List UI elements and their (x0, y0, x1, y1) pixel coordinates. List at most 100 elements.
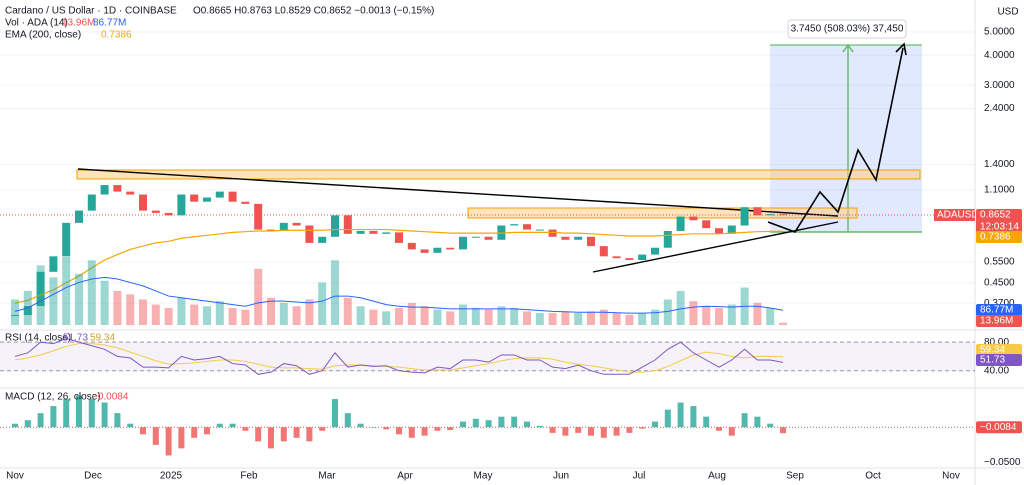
x-tick-label: Aug (708, 471, 726, 482)
rsi-tag-box (976, 354, 1022, 366)
volume-bar (535, 313, 544, 325)
volume-bar (523, 311, 531, 325)
volume-bar (164, 307, 173, 325)
candle (587, 236, 595, 247)
volume-bar (11, 299, 19, 325)
macd-bar (76, 395, 82, 428)
candle (446, 247, 455, 250)
symbol-tag-box (934, 209, 975, 221)
candle (599, 246, 608, 257)
position-tool[interactable] (770, 45, 922, 232)
volume-bar (407, 302, 416, 325)
volume-bar (702, 306, 711, 325)
macd-bar (229, 423, 236, 428)
y-tick-label: 3.0000 (984, 80, 1015, 91)
volume-bar (356, 306, 365, 325)
volume-bar (446, 311, 455, 325)
volume-bar (113, 290, 122, 325)
ema-title: EMA (200, close) (5, 30, 81, 41)
macd-bar (216, 423, 223, 428)
rsi-tag: 51.73 (980, 355, 1005, 366)
candle (689, 216, 698, 221)
volume-bar (510, 307, 519, 325)
volume-bar (676, 290, 685, 325)
macd-bar (421, 427, 428, 436)
volume-bar (241, 309, 250, 325)
x-tick-label: Nov (6, 471, 24, 482)
volume-title: Vol · ADA (14) (5, 18, 68, 29)
resistance-zone (76, 169, 921, 180)
volume-bar (471, 307, 480, 325)
candle (740, 207, 749, 226)
rsi-band (0, 342, 975, 371)
y-tick-label: −0.0500 (984, 457, 1021, 468)
macd-bar (332, 399, 338, 428)
candle (139, 194, 147, 211)
candle (49, 256, 58, 272)
candle (625, 258, 634, 261)
x-tick-label: Jun (553, 471, 569, 482)
macd-bar (626, 427, 633, 433)
candle (190, 194, 199, 202)
volume-bar (395, 307, 403, 325)
macd-bar (434, 427, 441, 431)
macd-bar (396, 427, 402, 435)
x-tick-label: May (474, 471, 493, 482)
macd-bar (268, 427, 274, 449)
volume-ma-tag-box (976, 304, 1022, 316)
macd-bar (754, 416, 761, 428)
macd-bar (152, 427, 159, 445)
candle (715, 228, 723, 234)
symbol-title: Cardano / US Dollar · 1D · COINBASE (5, 6, 177, 17)
candle (343, 215, 352, 234)
x-tick-label: Sep (786, 471, 804, 482)
y-tick-label: 0.3700 (984, 298, 1015, 309)
candle (407, 242, 416, 250)
x-tick-label: Jul (633, 471, 646, 482)
candle (305, 225, 314, 243)
volume-bar (574, 313, 583, 325)
candle (651, 247, 659, 255)
candle (663, 230, 672, 248)
volume-bar (49, 277, 58, 325)
volume-bar (420, 306, 429, 325)
volume-bar (548, 313, 557, 325)
y-tick-label: 80.00 (984, 337, 1009, 348)
macd-bar (447, 427, 454, 431)
volume-bar (651, 309, 659, 325)
trendline (77, 168, 839, 217)
macd-bar (741, 413, 748, 428)
macd-bar (703, 416, 710, 428)
volume-bar (215, 301, 224, 325)
candle (215, 191, 224, 198)
macd-bar (165, 427, 172, 456)
macd-bar (460, 421, 466, 428)
candle (87, 194, 96, 211)
macd-bar (408, 427, 415, 438)
macd-bar (12, 423, 18, 428)
candle (177, 194, 186, 216)
macd-bar (280, 427, 287, 442)
macd-value: −0.0084 (92, 392, 129, 403)
volume-bar (87, 260, 96, 325)
macd-bar (140, 427, 146, 435)
indicator-line (14, 228, 784, 304)
legend: Cardano / US Dollar · 1D · COINBASE O0.8… (5, 6, 434, 403)
macd-bar (114, 413, 121, 428)
macd-bar (88, 399, 95, 428)
volume-bar (459, 304, 467, 325)
volume-bar (587, 311, 595, 325)
volume-bar (177, 297, 186, 325)
macd-bar (575, 427, 582, 433)
candle (356, 230, 365, 234)
volume-bar (62, 256, 71, 325)
candle (331, 215, 339, 237)
macd-bar (357, 423, 364, 428)
macd-bar (600, 427, 607, 438)
candle (267, 229, 275, 231)
volume-ma-value: 86.77M (93, 18, 126, 29)
volume-bar (228, 307, 237, 325)
rsi-ma-value: 59.34 (90, 333, 115, 344)
x-tick-label: Nov (942, 471, 960, 482)
candle (676, 216, 685, 231)
